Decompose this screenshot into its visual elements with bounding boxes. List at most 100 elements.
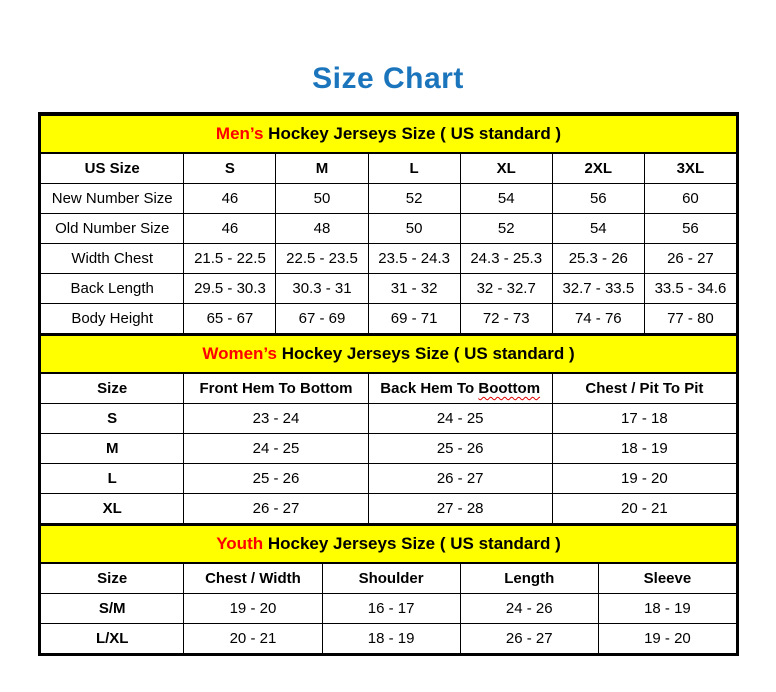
mens-section-banner: Men’s Hockey Jerseys Size ( US standard …	[40, 114, 737, 154]
youth-size-table: Youth Hockey Jerseys Size ( US standard …	[39, 524, 738, 654]
page-title: Size Chart	[312, 62, 464, 95]
youth-value-cell: 16 - 17	[321, 593, 461, 624]
womens-row-label: XL	[39, 493, 185, 524]
youth-column-header: Sleeve	[597, 562, 738, 594]
mens-table-row: Back Length 29.5 - 30.3 30.3 - 31 31 - 32 32…	[39, 273, 738, 304]
mens-value-cell: 32 - 32.7	[459, 273, 553, 304]
mens-value-cell: 32.7 - 33.5	[551, 273, 645, 304]
youth-value-cell: 18 - 19	[597, 593, 738, 624]
mens-value-cell: 22.5 - 23.5	[275, 243, 369, 274]
misspelled-word: Boottom	[478, 380, 541, 397]
youth-row-label: L/XL	[39, 623, 185, 654]
mens-value-cell: 31 - 32	[367, 273, 461, 304]
womens-value-cell: 25 - 26	[367, 433, 553, 464]
mens-table-row: Old Number Size 46 48 50 52 54 56	[39, 213, 738, 244]
youth-value-cell: 26 - 27	[459, 623, 599, 654]
mens-column-header: L	[367, 152, 461, 184]
mens-column-header: M	[275, 152, 369, 184]
mens-table-row: New Number Size 46 50 52 54 56 60	[39, 183, 738, 214]
mens-value-cell: 25.3 - 26	[551, 243, 645, 274]
mens-value-cell: 29.5 - 30.3	[183, 273, 277, 304]
mens-column-header: XL	[459, 152, 553, 184]
mens-value-cell: 60	[643, 183, 738, 214]
mens-value-cell: 52	[367, 183, 461, 214]
womens-column-header: Back Hem To Boottom	[367, 372, 553, 404]
womens-column-header: Size	[39, 372, 185, 404]
womens-value-cell: 25 - 26	[183, 463, 369, 494]
mens-value-cell: 67 - 69	[275, 303, 369, 334]
mens-value-cell: 56	[551, 183, 645, 214]
womens-section-banner: Women’s Hockey Jerseys Size ( US standar…	[40, 334, 737, 374]
mens-value-cell: 65 - 67	[183, 303, 277, 334]
youth-value-cell: 19 - 20	[183, 593, 323, 624]
womens-table-row: L 25 - 26 26 - 27 19 - 20	[39, 463, 738, 494]
mens-table-row: Width Chest 21.5 - 22.5 22.5 - 23.5 23.5 - …	[39, 243, 738, 274]
womens-table-row: M 24 - 25 25 - 26 18 - 19	[39, 433, 738, 464]
mens-value-cell: 72 - 73	[459, 303, 553, 334]
mens-banner-row: Men’s Hockey Jerseys Size ( US standard …	[40, 114, 737, 154]
womens-value-cell: 18 - 19	[551, 433, 738, 464]
womens-value-cell: 27 - 28	[367, 493, 553, 524]
womens-row-label: M	[39, 433, 185, 464]
mens-value-cell: 54	[459, 183, 553, 214]
mens-value-cell: 50	[275, 183, 369, 214]
womens-banner-category: Women’s	[202, 344, 277, 363]
mens-size-table: Men’s Hockey Jerseys Size ( US standard …	[39, 114, 738, 334]
mens-table-row: Body Height 65 - 67 67 - 69 69 - 71 72 - 73 7…	[39, 303, 738, 334]
womens-column-header: Chest / Pit To Pit	[551, 372, 738, 404]
womens-table-row: S 23 - 24 24 - 25 17 - 18	[39, 403, 738, 434]
youth-row-label: S/M	[39, 593, 185, 624]
womens-table-row: XL 26 - 27 27 - 28 20 - 21	[39, 493, 738, 524]
womens-value-cell: 17 - 18	[551, 403, 738, 434]
mens-column-header: S	[183, 152, 277, 184]
mens-value-cell: 30.3 - 31	[275, 273, 369, 304]
youth-section-banner: Youth Hockey Jerseys Size ( US standard …	[40, 524, 737, 564]
youth-column-header: Shoulder	[321, 562, 461, 594]
mens-header-row: US Size S M L XL 2XL 3XL	[39, 152, 738, 184]
mens-value-cell: 52	[459, 213, 553, 244]
youth-column-header: Length	[459, 562, 599, 594]
mens-column-header: US Size	[39, 152, 185, 184]
youth-value-cell: 18 - 19	[321, 623, 461, 654]
womens-value-cell: 23 - 24	[183, 403, 369, 434]
womens-size-table: Women’s Hockey Jerseys Size ( US standar…	[39, 334, 738, 524]
youth-column-header: Size	[39, 562, 185, 594]
mens-value-cell: 46	[183, 183, 277, 214]
youth-column-header: Chest / Width	[183, 562, 323, 594]
womens-row-label: S	[39, 403, 185, 434]
youth-banner-row: Youth Hockey Jerseys Size ( US standard …	[40, 524, 737, 564]
mens-value-cell: 26 - 27	[643, 243, 738, 274]
mens-row-label: Old Number Size	[39, 213, 185, 244]
youth-table-row: L/XL 20 - 21 18 - 19 26 - 27 19 - 20	[39, 623, 738, 654]
youth-header-row: Size Chest / Width Shoulder Length Sleeve	[39, 562, 738, 594]
womens-value-cell: 26 - 27	[183, 493, 369, 524]
youth-value-cell: 19 - 20	[597, 623, 738, 654]
mens-row-label: Body Height	[39, 303, 185, 334]
womens-value-cell: 20 - 21	[551, 493, 738, 524]
mens-value-cell: 48	[275, 213, 369, 244]
mens-value-cell: 56	[643, 213, 738, 244]
womens-banner-row: Women’s Hockey Jerseys Size ( US standar…	[40, 334, 737, 374]
mens-row-label: Width Chest	[39, 243, 185, 274]
size-chart-tables: Men’s Hockey Jerseys Size ( US standard …	[38, 112, 739, 656]
mens-row-label: Back Length	[39, 273, 185, 304]
womens-value-cell: 24 - 25	[183, 433, 369, 464]
mens-value-cell: 33.5 - 34.6	[643, 273, 738, 304]
womens-column-header: Front Hem To Bottom	[183, 372, 369, 404]
womens-value-cell: 26 - 27	[367, 463, 553, 494]
mens-banner-category: Men’s	[215, 124, 264, 143]
mens-column-header: 3XL	[643, 152, 738, 184]
womens-row-label: L	[39, 463, 185, 494]
youth-value-cell: 20 - 21	[183, 623, 323, 654]
womens-value-cell: 19 - 20	[551, 463, 738, 494]
mens-row-label: New Number Size	[39, 183, 185, 214]
youth-value-cell: 24 - 26	[459, 593, 599, 624]
mens-value-cell: 54	[551, 213, 645, 244]
womens-header-row: Size Front Hem To Bottom Back Hem To Boott…	[39, 372, 738, 404]
mens-value-cell: 21.5 - 22.5	[183, 243, 277, 274]
mens-value-cell: 77 - 80	[643, 303, 738, 334]
mens-value-cell: 69 - 71	[367, 303, 461, 334]
mens-value-cell: 23.5 - 24.3	[367, 243, 461, 274]
youth-banner-category: Youth	[216, 534, 264, 553]
womens-value-cell: 24 - 25	[367, 403, 553, 434]
